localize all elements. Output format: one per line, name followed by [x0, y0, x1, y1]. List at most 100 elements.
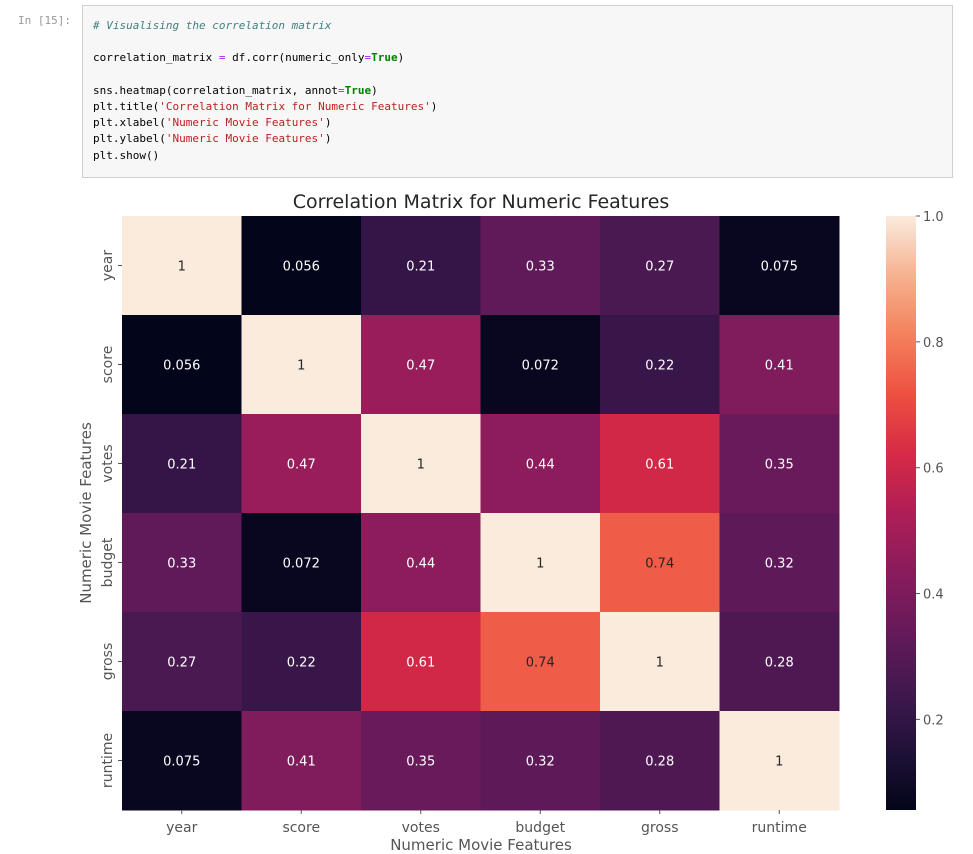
cell-annotation: 0.41 — [287, 755, 316, 770]
cell-annotation: 1 — [417, 458, 425, 473]
colorbar-tick-label: 1.0 — [923, 210, 944, 225]
heatmap-figure: Correlation Matrix for Numeric Features … — [0, 180, 973, 854]
colorbar-tick-label: 0.2 — [923, 713, 944, 728]
chart-title: Correlation Matrix for Numeric Features — [293, 191, 670, 213]
heatmap-cell — [600, 315, 720, 415]
cell-annotation: 0.075 — [761, 260, 798, 275]
y-axis-label: Numeric Movie Features — [77, 422, 95, 604]
cell-annotation: 0.21 — [167, 458, 196, 473]
heatmap-cell — [361, 216, 481, 316]
heatmap-cell — [241, 612, 362, 712]
cell-annotation: 0.33 — [167, 557, 196, 572]
cell-annotation: 0.61 — [406, 656, 435, 671]
heatmap-svg: Correlation Matrix for Numeric Features … — [77, 191, 944, 854]
code-line — [93, 34, 952, 50]
cell-annotation: 0.27 — [645, 260, 674, 275]
heatmap-cell — [719, 414, 840, 514]
x-tick-label: gross — [641, 820, 679, 836]
heatmap-cell — [361, 711, 481, 811]
code-line: correlation_matrix = df.corr(numeric_onl… — [93, 51, 405, 65]
cell-annotation: 0.21 — [406, 260, 435, 275]
cell-annotation: 0.27 — [167, 656, 196, 671]
code-line: plt.xlabel('Numeric Movie Features') — [93, 116, 332, 130]
heatmap-cell — [480, 315, 601, 415]
cell-annotation: 0.44 — [406, 557, 435, 572]
heatmap-cell — [122, 612, 242, 712]
y-tick-label: votes — [100, 444, 116, 482]
cell-annotation: 0.35 — [406, 755, 435, 770]
heatmap-cell — [241, 414, 362, 514]
cell-annotation: 0.74 — [526, 656, 555, 671]
cell-annotation: 0.74 — [645, 557, 674, 572]
heatmap-cell — [122, 216, 242, 316]
cell-annotation: 1 — [775, 755, 783, 770]
heatmap-cell — [361, 513, 481, 613]
cell-annotation: 1 — [536, 557, 544, 572]
code-line: plt.title('Correlation Matrix for Numeri… — [93, 99, 438, 113]
cell-annotation: 0.072 — [522, 359, 559, 374]
code-line: plt.ylabel('Numeric Movie Features') — [93, 132, 332, 146]
x-tick-label: budget — [515, 820, 565, 836]
y-tick-label: gross — [100, 643, 116, 681]
x-tick-label: score — [282, 820, 320, 836]
cell-annotation: 1 — [656, 656, 664, 671]
cell-annotation: 0.35 — [765, 458, 794, 473]
heatmap-cell — [122, 414, 242, 514]
code-line: sns.heatmap(correlation_matrix, annot=Tr… — [93, 83, 378, 97]
cell-annotation: 0.41 — [765, 359, 794, 374]
cell-annotation: 0.47 — [406, 359, 435, 374]
code-cell-input[interactable]: # Visualising the correlation matrix cor… — [82, 5, 953, 178]
heatmap-cell — [480, 414, 601, 514]
cell-annotation: 0.33 — [526, 260, 555, 275]
heatmap-cell — [600, 414, 720, 514]
heatmap-cell — [719, 612, 840, 712]
colorbar-tick-label: 0.6 — [923, 462, 944, 477]
heatmap-cell — [241, 711, 362, 811]
code-line — [93, 67, 952, 83]
heatmap-cell — [480, 711, 601, 811]
heatmap-cell — [719, 216, 840, 316]
y-tick-label: year — [100, 250, 116, 281]
cell-annotation: 1 — [178, 260, 186, 275]
cell-annotation: 0.056 — [163, 359, 200, 374]
heatmap-cell — [122, 513, 242, 613]
heatmap-cell — [480, 612, 601, 712]
heatmap-cell — [719, 315, 840, 415]
heatmap-cell — [600, 216, 720, 316]
heatmap-cell — [241, 513, 362, 613]
heatmap-cell — [241, 315, 362, 415]
colorbar-tick-label: 0.8 — [923, 336, 944, 351]
cell-annotation: 0.32 — [526, 755, 555, 770]
heatmap-cell — [480, 513, 601, 613]
cell-annotation: 0.61 — [645, 458, 674, 473]
cell-annotation: 0.072 — [283, 557, 320, 572]
cell-annotation: 1 — [297, 359, 305, 374]
code-line: # Visualising the correlation matrix — [93, 19, 332, 32]
cell-prompt: In [15]: — [18, 14, 71, 27]
y-tick-label: budget — [100, 537, 116, 587]
cell-annotation: 0.47 — [287, 458, 316, 473]
colorbar-tick-label: 0.4 — [923, 588, 944, 603]
y-tick-label: score — [100, 346, 116, 384]
heatmap-cell — [361, 414, 481, 514]
x-axis-label: Numeric Movie Features — [390, 836, 572, 850]
heatmap-cell — [361, 315, 481, 415]
cell-annotation: 0.22 — [645, 359, 674, 374]
heatmap-cell — [719, 513, 840, 613]
cell-annotation: 0.44 — [526, 458, 555, 473]
heatmap-cell — [600, 711, 720, 811]
cell-annotation: 0.28 — [645, 755, 674, 770]
x-tick-label: year — [166, 820, 197, 836]
cell-annotation: 0.28 — [765, 656, 794, 671]
x-tick-label: votes — [402, 820, 440, 836]
heatmap-cell — [719, 711, 840, 811]
heatmap-cell — [480, 216, 601, 316]
cell-annotation: 0.056 — [283, 260, 320, 275]
heatmap-cell — [122, 711, 242, 811]
heatmap-cell — [361, 612, 481, 712]
cell-annotation: 0.22 — [287, 656, 316, 671]
heatmap-cell — [600, 513, 720, 613]
heatmap-cell — [241, 216, 362, 316]
cell-annotation: 0.32 — [765, 557, 794, 572]
y-tick-label: runtime — [100, 733, 116, 788]
